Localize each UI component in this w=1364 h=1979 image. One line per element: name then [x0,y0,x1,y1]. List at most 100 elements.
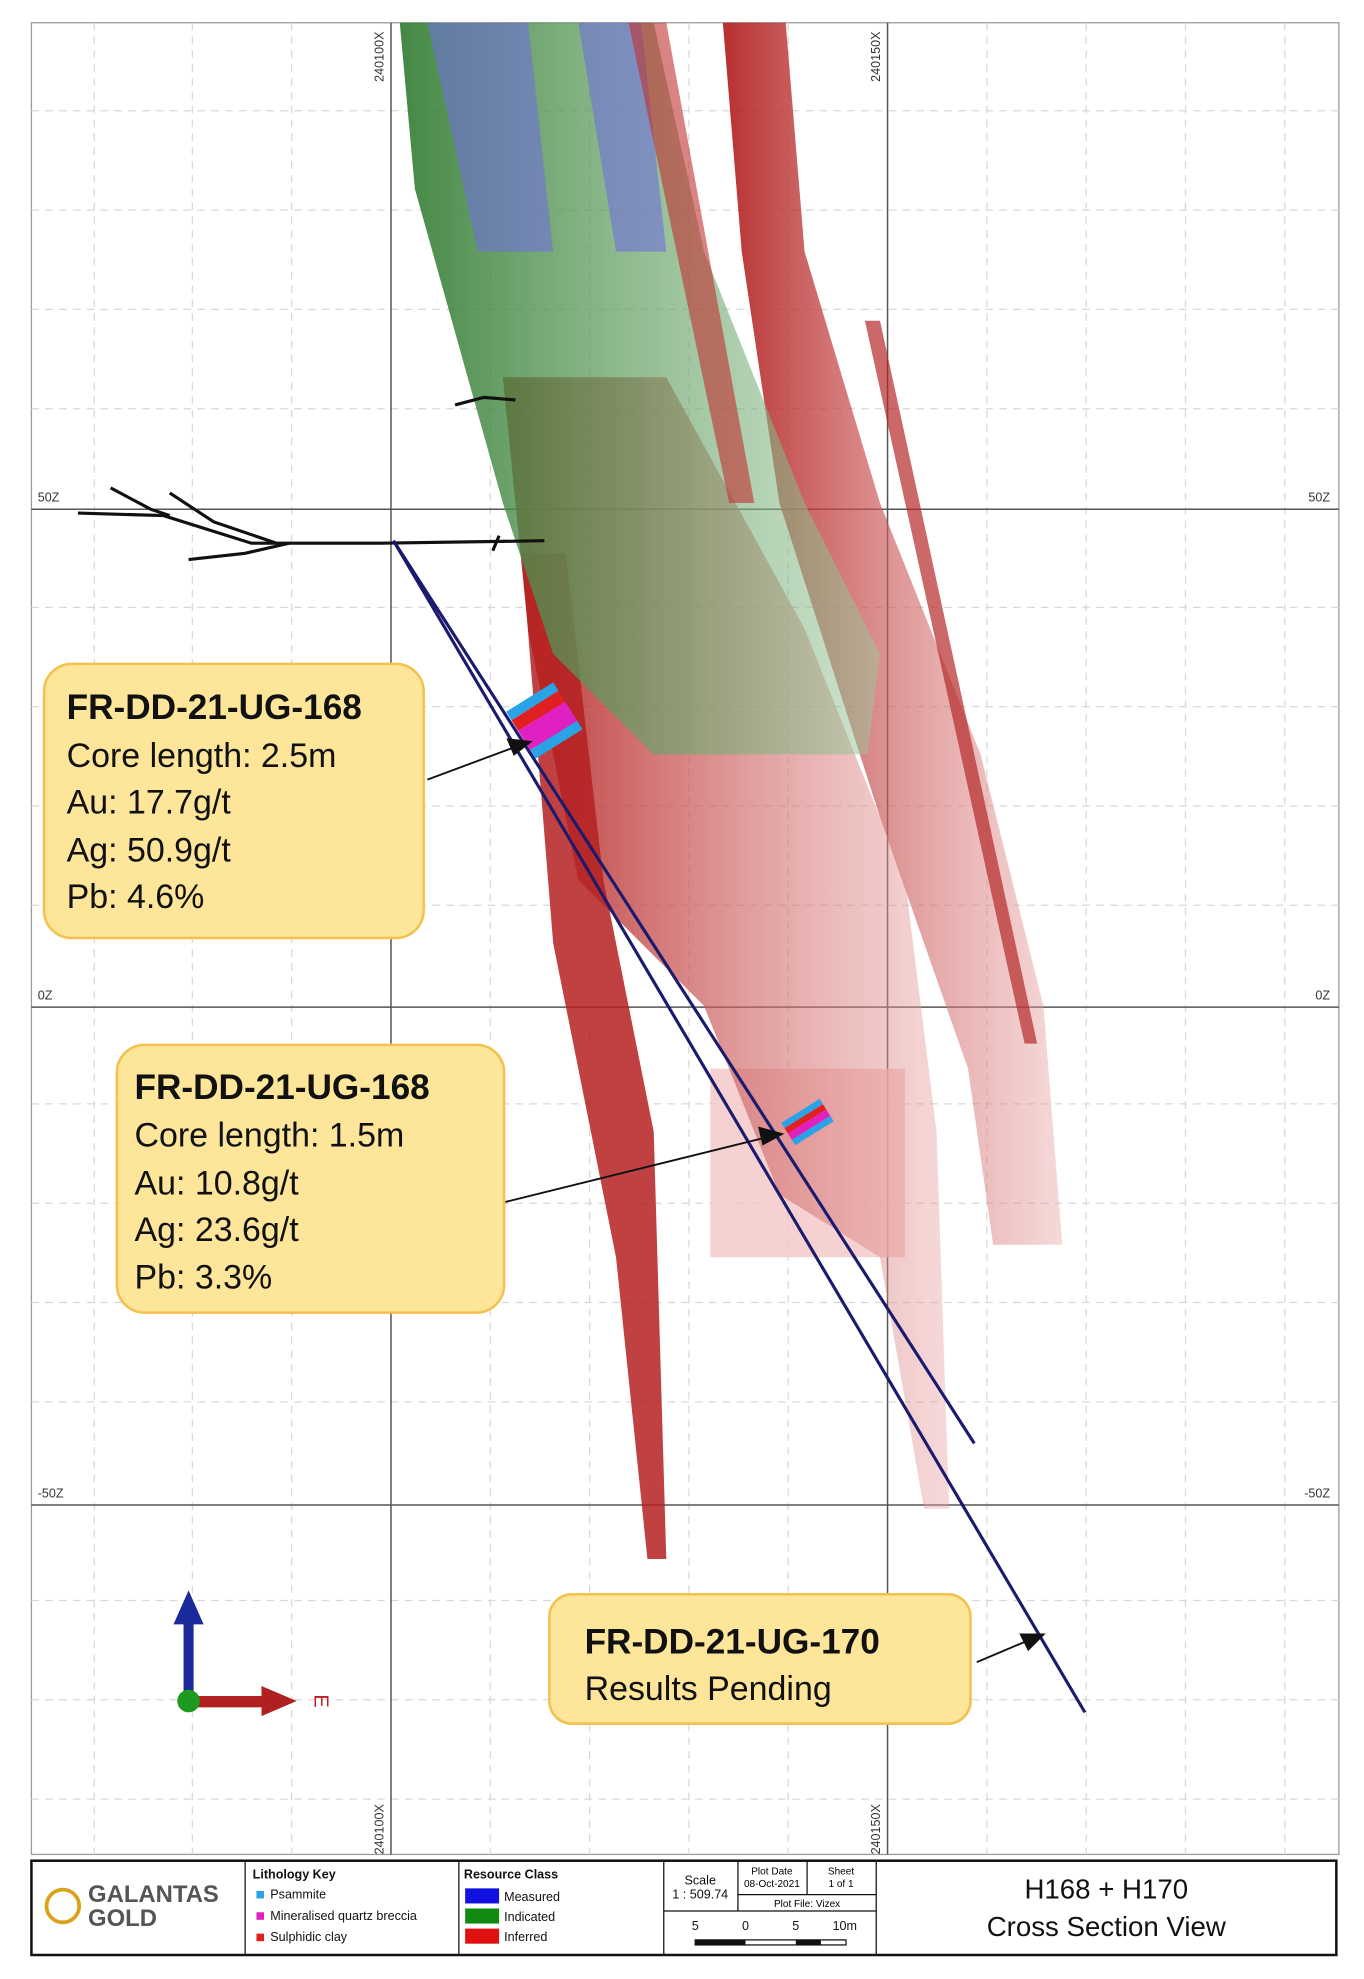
ore-bodies-polygon [521,553,667,1559]
intervals [506,682,834,1146]
callout-line: Ag: 23.6g/t [135,1211,300,1249]
title-block-rect [465,1908,500,1924]
key-item: Measured [504,1890,560,1904]
scale-value: 1 : 509.74 [672,1887,728,1901]
ore-bodies-polygon [864,320,1038,1044]
key-item: Inferred [504,1930,547,1944]
callout-line: Results Pending [585,1670,832,1708]
callout-3-rect [548,1592,972,1725]
intervals-g-rect [787,1109,831,1140]
callout-line: Core length: 2.5m [67,737,337,775]
ore-bodies-polygon [722,22,1063,1245]
title-block-rect [465,1928,500,1944]
orientation-rect [183,1619,194,1698]
intervals-g-rect [781,1098,823,1129]
callout-1: FR-DD-21-UG-168 Core length: 2.5m Au: 17… [42,662,425,940]
callout-line: Core length: 1.5m [135,1117,405,1155]
z-label: 0Z [1315,989,1330,1003]
z-label: 0Z [38,989,53,1003]
orientation-circle [177,1689,200,1713]
sheet-title: Cross Section View [987,1911,1227,1942]
scale-bar-label: 5 [692,1919,699,1933]
title-block-rect [256,1912,264,1920]
title-block-rect [695,1939,746,1945]
title-block-rect [795,1939,821,1945]
callout-arrows-line [976,1641,1025,1663]
key-item: Sulphidic clay [270,1930,348,1944]
x-label: 240100X [372,1804,386,1855]
callout-line: Pb: 3.3% [135,1259,273,1297]
callout-1-rect [42,662,425,940]
plot-file: Plot File: Vizex [774,1899,840,1910]
title-block-circle [44,1887,82,1925]
key-item: Mineralised quartz breccia [270,1909,417,1923]
orientation-polygon [173,1590,204,1625]
key-item: Psammite [270,1887,326,1901]
scale-bar-label: 10m [833,1919,857,1933]
x-label: 240100X [372,31,386,82]
callout-arrows-polygon [506,738,533,756]
ore-bodies-polygon [628,22,755,504]
orientation-rect [188,1696,267,1708]
callout-line: Au: 10.8g/t [135,1164,300,1202]
callout-line: Ag: 50.9g/t [67,831,232,869]
callout-3: FR-DD-21-UG-170 Results Pending [548,1592,972,1725]
orientation-label: E [309,1694,331,1707]
callout-arrows-line [427,746,516,781]
title-block: GALANTAS GOLD Lithology Key Psammite Min… [30,1859,1338,1957]
sheet-title: H168 + H170 [1024,1873,1188,1904]
sheet-value: 1 of 1 [828,1879,854,1890]
orientation-polygon [261,1685,297,1717]
intervals-g-rect [784,1104,827,1134]
title-block-rect [256,1933,264,1942]
callout-arrows-polygon [1019,1633,1046,1652]
intervals-g-rect [511,690,566,731]
callout-arrows-polygon [758,1126,785,1146]
scale-label: Scale [685,1874,716,1888]
z-label: -50Z [1304,1486,1330,1500]
scale-bar-label: 0 [742,1919,749,1933]
z-label: -50Z [38,1486,64,1500]
drill-holes-line [392,539,976,1445]
x-label: 240150X [869,31,883,82]
z-label: 50Z [38,491,60,505]
title-block-rect [465,1888,500,1904]
intervals-g-rect [506,682,559,721]
x-label: 240150X [869,1804,883,1855]
title-block-rect [30,1859,1338,1957]
drill-holes [392,539,1087,1714]
logo-text: GALANTAS [88,1881,219,1908]
workings [77,395,545,562]
workings-path [454,395,516,407]
intervals-g-rect [791,1115,834,1146]
sheet-label: Sheet [828,1867,854,1878]
callout-2: FR-DD-21-UG-168 Core length: 1.5m Au: 10… [115,1043,506,1314]
intervals-g-rect [518,701,578,751]
key-title: Lithology Key [253,1867,336,1881]
callout-2-rect [115,1043,506,1314]
intervals-g [781,1098,834,1146]
callout-arrows-line [505,1136,765,1203]
intervals-g [506,682,583,759]
ore-bodies [399,22,1063,1559]
key-item: Indicated [504,1910,555,1924]
callout-arrows [427,738,1046,1663]
date-value: 08-Oct-2021 [744,1879,800,1890]
callout-line: Au: 17.7g/t [67,784,232,822]
drill-holes-line [392,539,1087,1714]
z-label: 50Z [1308,491,1330,505]
workings-path [77,511,545,545]
workings-line [491,535,501,552]
callout-title: FR-DD-21-UG-168 [135,1068,430,1107]
ore-bodies-polygon [427,22,554,252]
scale-bar-label: 5 [792,1919,799,1933]
key-title: Resource Class [464,1867,558,1881]
title-block-rect [256,1890,264,1899]
logo-text: GOLD [88,1905,157,1932]
callout-title: FR-DD-21-UG-168 [67,688,362,727]
callout-line: Pb: 4.6% [67,878,205,916]
orientation: E [173,1590,331,1717]
callout-title: FR-DD-21-UG-170 [585,1622,880,1661]
